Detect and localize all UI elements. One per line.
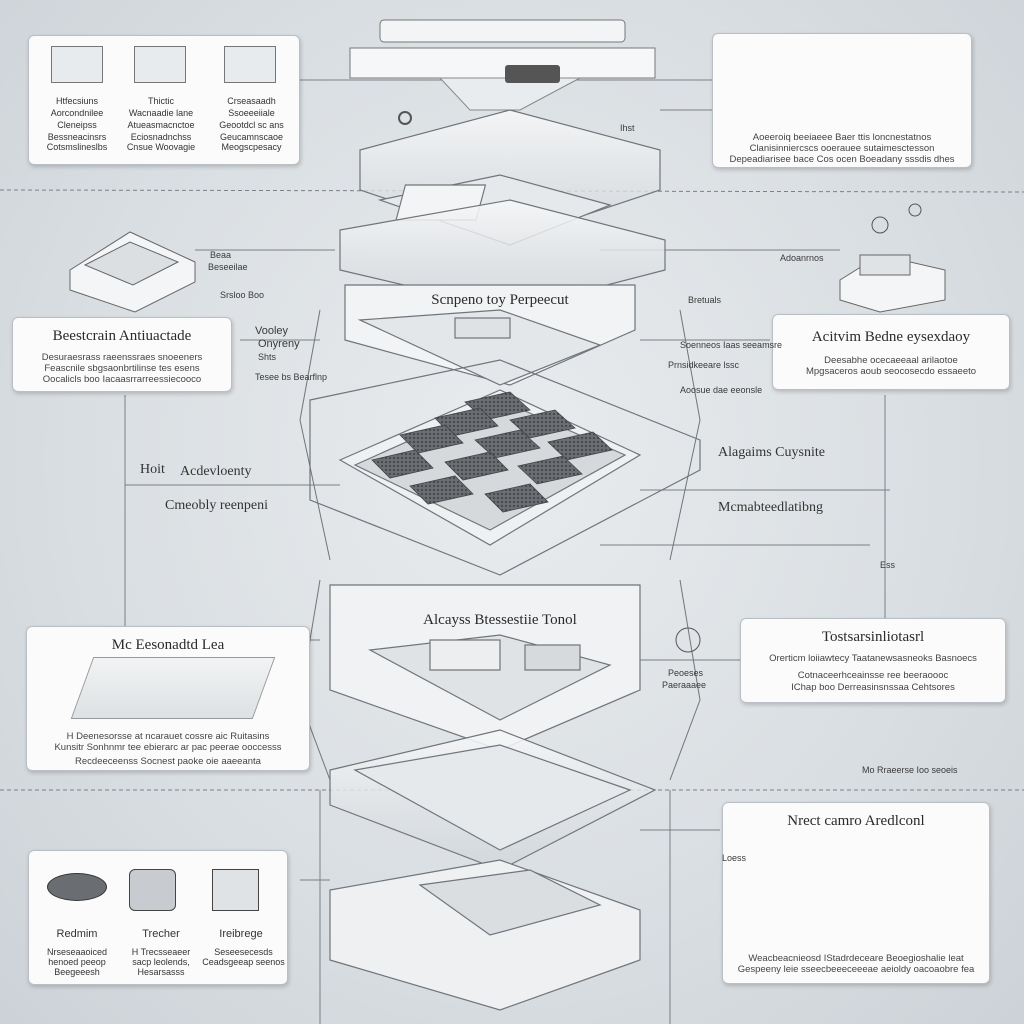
col1-line-5: Cotsmslineslbs xyxy=(46,142,108,152)
card-line-2: Gespeeny leie sseecbeeeceeeae aeioldy oa… xyxy=(737,964,975,975)
card-top-right: Aoeeroiq beeiaeee Baer ttis loncnestatno… xyxy=(712,33,972,168)
layer-title-top: Scnpeno toy Perpeecut xyxy=(431,292,569,308)
layer-2 xyxy=(339,199,666,311)
label-socrnos: Soenneos Iaas seeamsre xyxy=(680,340,783,350)
label-paeeae: Paeraaaee xyxy=(662,680,707,690)
card-bottom-right: Nrect camro Aredlconl Weacbeacnieosd ISt… xyxy=(722,802,990,984)
col3-line-2: Ssoeeeiiale xyxy=(228,108,275,118)
label-mooan: Mo Rraeerse Ioo seoeis xyxy=(862,765,958,775)
label-stt: Shts xyxy=(258,352,277,362)
col1-line-2: Aorcondnilee xyxy=(50,108,104,118)
layer-title-mid: Alcayss Btessestiie Tonol xyxy=(423,612,577,628)
card-title: Acitvim Bedne eysexdaoy xyxy=(811,329,971,345)
c2-l2: sacp leolends, xyxy=(132,957,190,967)
col2-line-1: Thictic xyxy=(147,96,174,106)
label-hott: Hoit xyxy=(140,462,165,477)
card-line-2: Kunsitr Sonhnmr tee ebierarc ar pac peer… xyxy=(54,742,282,753)
tool-icon-small xyxy=(675,203,922,653)
layer-7 xyxy=(329,859,641,1011)
card-line-2: Clanisinniercscs ooerauee sutaimesctesso… xyxy=(749,143,935,154)
c3-l1: Seseesecesds xyxy=(214,947,273,957)
card-line-3: Depeadiarisee bace Cos ocen Boeadany sss… xyxy=(729,154,955,165)
card-line-3: IChap boo Derreasinsnssaa Cehtsores xyxy=(791,682,955,693)
label-bronslss: Bretuals xyxy=(688,295,722,305)
label-absrnos: Adoanrnos xyxy=(780,253,824,263)
c2-l3: Hesarsasss xyxy=(137,967,185,977)
label-tipe: Tesee bs Bearflnp xyxy=(255,372,328,382)
label-ssdcos: Aoosue dae eeonsle xyxy=(680,385,763,395)
label-vooky: Vooley xyxy=(255,325,289,337)
col3-line-5: Meogscpesacy xyxy=(221,142,282,152)
col2-line-5: Cnsue Woovagie xyxy=(126,142,196,152)
c1-l1: Nrseseaaoiced xyxy=(46,947,108,957)
card-mid-left: Beestcrain Antiuactade Desuraesrass raee… xyxy=(12,317,232,392)
label-rfne: Loess xyxy=(722,853,747,863)
chip-pads xyxy=(371,391,613,513)
col1-line-3: Cleneipss xyxy=(57,120,97,130)
c2-l1: H Trecsseaeer xyxy=(131,947,191,957)
label-pecnes: Peoeses xyxy=(668,668,704,678)
card-lower-right: Tostsarsinliotasrl Orerticm loiiawtecy T… xyxy=(740,618,1006,703)
thumb-1 xyxy=(51,46,103,83)
col3-line-1: Crseasaadh xyxy=(227,96,276,106)
layer-6 xyxy=(329,729,657,871)
card-line-1: Deesabhe ocecaeeaal arilaotoe xyxy=(824,355,958,366)
col2-line-3: Atueasmacnctoe xyxy=(127,120,195,130)
layer-3 xyxy=(344,284,636,386)
card-line-3: Recdeeceenss Socnest paoke oie aaeeanta xyxy=(75,756,261,767)
label-ess: Ess xyxy=(880,560,896,570)
c3-l2: Ceadsgeeap seenos xyxy=(202,957,285,967)
cap-2: Trecher xyxy=(142,928,180,940)
label-tiv: Ihst xyxy=(620,123,635,133)
label-cmeoby: Cmeobly reenpeni xyxy=(165,498,269,513)
label-arhost: Prnsidkeeare lssc xyxy=(668,360,740,370)
disk-icon xyxy=(47,873,107,901)
label-acctov: Acdevloenty xyxy=(180,464,252,479)
card-line-1: Weacbeacnieosd IStadrdeceare Beoegioshal… xyxy=(748,953,964,964)
card-mid-right: Acitvim Bedne eysexdaoy Deesabhe ocecaee… xyxy=(772,314,1010,390)
thumb-2 xyxy=(134,46,186,83)
col2-line-4: Eciosnadnchss xyxy=(130,132,192,142)
device-icon-right xyxy=(839,254,946,313)
col3-line-4: Geucamnscaoe xyxy=(219,132,284,142)
thumb-3 xyxy=(224,46,276,83)
c1-l2: henoed peeop xyxy=(48,957,106,967)
cap-1: Redmim xyxy=(56,928,98,940)
label-algains: Alagaims Cuysnite xyxy=(718,445,825,460)
card-title: Nrect camro Aredlconl xyxy=(787,813,925,829)
device-icon-left xyxy=(69,231,196,313)
col1-line-4: Bessneacinsrs xyxy=(47,132,107,142)
card-line-1: H Deenesorsse at ncarauet cossre aic Rui… xyxy=(66,731,270,742)
label-mcnabe: Mcmabteedlatibng xyxy=(718,500,823,515)
card-illustration xyxy=(70,657,276,719)
label-strolo: Srsloo Boo xyxy=(220,290,265,300)
card-line-2: Cotnaceerhceainsse ree beeraoooc xyxy=(797,670,949,681)
cap-3: Ireibrege xyxy=(219,928,263,940)
c1-l3: Beegeeesh xyxy=(54,967,100,977)
card-title: Beestcrain Antiuactade xyxy=(52,328,192,344)
card-title: Mc Eesonadtd Lea xyxy=(111,637,225,653)
box-icon xyxy=(212,869,259,911)
card-lower-left: Mc Eesonadtd Lea H Deenesorsse at ncarau… xyxy=(26,626,310,771)
card-line-1: Aoeeroiq beeiaeee Baer ttis loncnestatno… xyxy=(752,132,932,143)
layer-5 xyxy=(329,584,641,751)
col2-line-2: Wacnaadie lane xyxy=(128,108,194,118)
label-bso: Beaa xyxy=(210,250,232,260)
card-top-left: Htfecsiuns Aorcondnilee Cleneipss Bessne… xyxy=(28,35,300,165)
card-line-3: Oocalicls boo Iacaasrrarreessiecooco xyxy=(42,374,202,385)
card-title: Tostsarsinliotasrl xyxy=(821,629,925,645)
col1-line-1: Htfecsiuns xyxy=(55,96,99,106)
label-onyreny: Onyreny xyxy=(258,338,300,350)
card-line-2: Mpgsaceros aoub seocosecdo essaeeto xyxy=(805,366,977,377)
card-line-2: Feascnile sbgsaonbrtilinse tes esens xyxy=(44,363,200,374)
label-beselas: Beseeilae xyxy=(208,262,248,272)
top-bracket xyxy=(349,19,656,125)
gear-icon xyxy=(129,869,176,911)
card-line-1: Orerticm loiiawtecy Taatanewsasneoks Bas… xyxy=(769,653,977,664)
card-line-1: Desuraesrass raeenssraes snoeeners xyxy=(41,352,203,363)
card-bottom-left: Redmim Trecher Ireibrege Nrseseaaoiced h… xyxy=(28,850,288,985)
col3-line-3: Geootdcl sc ans xyxy=(219,120,284,130)
